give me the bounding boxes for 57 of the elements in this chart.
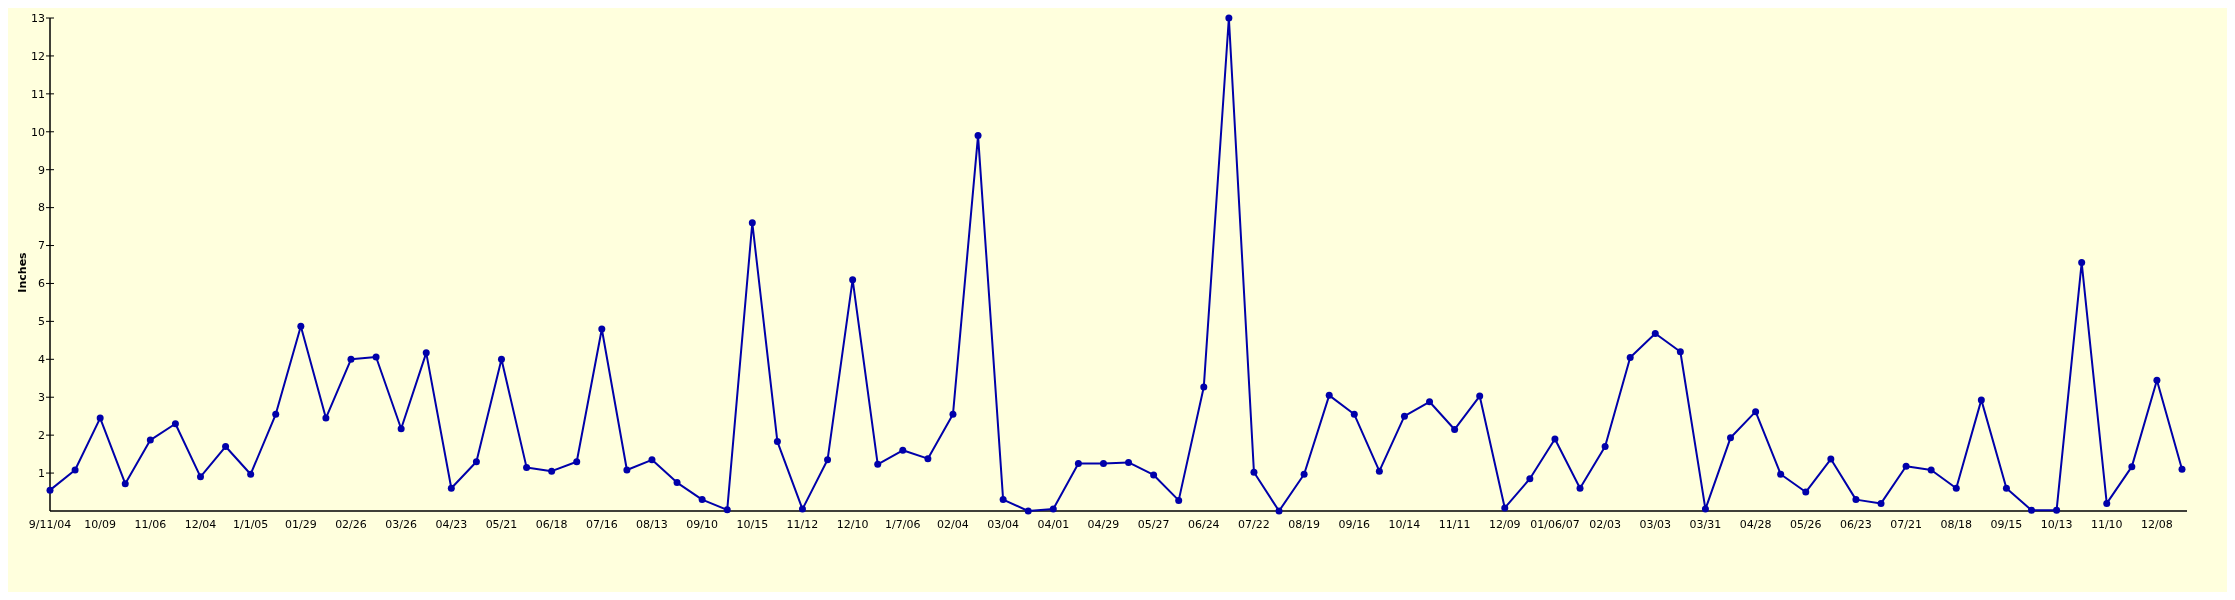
x-tick-label: 04/29 bbox=[1087, 518, 1120, 531]
y-tick-label: 7 bbox=[38, 239, 45, 253]
x-tick-label: 11/12 bbox=[786, 518, 819, 531]
y-tick-label: 2 bbox=[38, 429, 45, 442]
y-tick-label: 10 bbox=[31, 125, 45, 139]
x-tick-label: 09/16 bbox=[1338, 518, 1371, 531]
x-tick-label: 1/1/05 bbox=[232, 518, 269, 531]
y-tick-label: 9 bbox=[38, 163, 45, 177]
x-tick-label: 10/09 bbox=[84, 518, 117, 531]
x-tick-label: 03/31 bbox=[1689, 518, 1722, 531]
x-tick-label: 05/21 bbox=[485, 518, 518, 531]
y-tick-label: 4 bbox=[38, 353, 45, 367]
x-tick-label: 07/16 bbox=[585, 518, 618, 531]
x-tick-label: 04/01 bbox=[1037, 518, 1070, 531]
x-tick-label: 06/18 bbox=[535, 518, 568, 531]
x-tick-label: 08/18 bbox=[1940, 518, 1973, 531]
x-tick-label: 03/04 bbox=[987, 518, 1019, 531]
x-tick-label: 12/10 bbox=[836, 518, 869, 531]
y-tick-label: 11 bbox=[31, 87, 45, 101]
x-tick-label: 11/11 bbox=[1438, 518, 1471, 531]
x-tick-label: 09/15 bbox=[1990, 518, 2023, 531]
y-tick-label: 13 bbox=[31, 11, 45, 25]
x-tick-label: 08/19 bbox=[1288, 518, 1320, 531]
x-tick-label: 12/08 bbox=[2141, 518, 2173, 531]
x-tick-label: 01/29 bbox=[284, 518, 317, 531]
x-tick-label: 05/27 bbox=[1137, 518, 1170, 531]
x-tick-label: 10/15 bbox=[736, 518, 769, 531]
x-tick-label: 08/13 bbox=[636, 518, 668, 531]
x-tick-label: 07/22 bbox=[1238, 518, 1270, 531]
x-tick-label: 01/06/07 bbox=[1530, 518, 1580, 531]
y-tick-label: 3 bbox=[38, 391, 45, 405]
x-tick-label: 12/04 bbox=[184, 518, 217, 531]
x-tick-label: 05/26 bbox=[1789, 518, 1822, 531]
x-tick-label: 11/10 bbox=[2090, 518, 2123, 531]
y-tick-label: 5 bbox=[38, 315, 45, 329]
y-tick-label: 8 bbox=[38, 201, 45, 215]
x-tick-label: 03/26 bbox=[385, 518, 417, 531]
y-tick-label: 12 bbox=[31, 49, 45, 63]
x-tick-label: 1/7/06 bbox=[885, 518, 921, 531]
x-tick-label: 02/26 bbox=[335, 518, 367, 531]
x-tick-label: 12/09 bbox=[1488, 518, 1521, 531]
x-tick-label: 04/23 bbox=[435, 518, 468, 531]
x-tick-label: 04/28 bbox=[1739, 518, 1772, 531]
x-tick-label: 02/03 bbox=[1589, 518, 1621, 531]
y-axis-title: Inches bbox=[16, 251, 29, 293]
x-tick-label: 9/11/04 bbox=[28, 518, 72, 531]
x-tick-label: 07/21 bbox=[1890, 518, 1922, 531]
x-tick-label: 11/06 bbox=[134, 518, 167, 531]
x-tick-label: 10/14 bbox=[1388, 518, 1421, 531]
x-tick-label: 03/03 bbox=[1639, 518, 1672, 531]
x-tick-label: 10/13 bbox=[2040, 518, 2073, 531]
x-tick-label: 06/23 bbox=[1840, 518, 1872, 531]
y-tick-label: 1 bbox=[38, 466, 45, 480]
x-tick-label: 09/10 bbox=[686, 518, 718, 531]
y-tick-label: 6 bbox=[38, 277, 45, 291]
x-tick-label: 06/24 bbox=[1187, 518, 1220, 531]
x-tick-label: 02/04 bbox=[937, 518, 969, 531]
